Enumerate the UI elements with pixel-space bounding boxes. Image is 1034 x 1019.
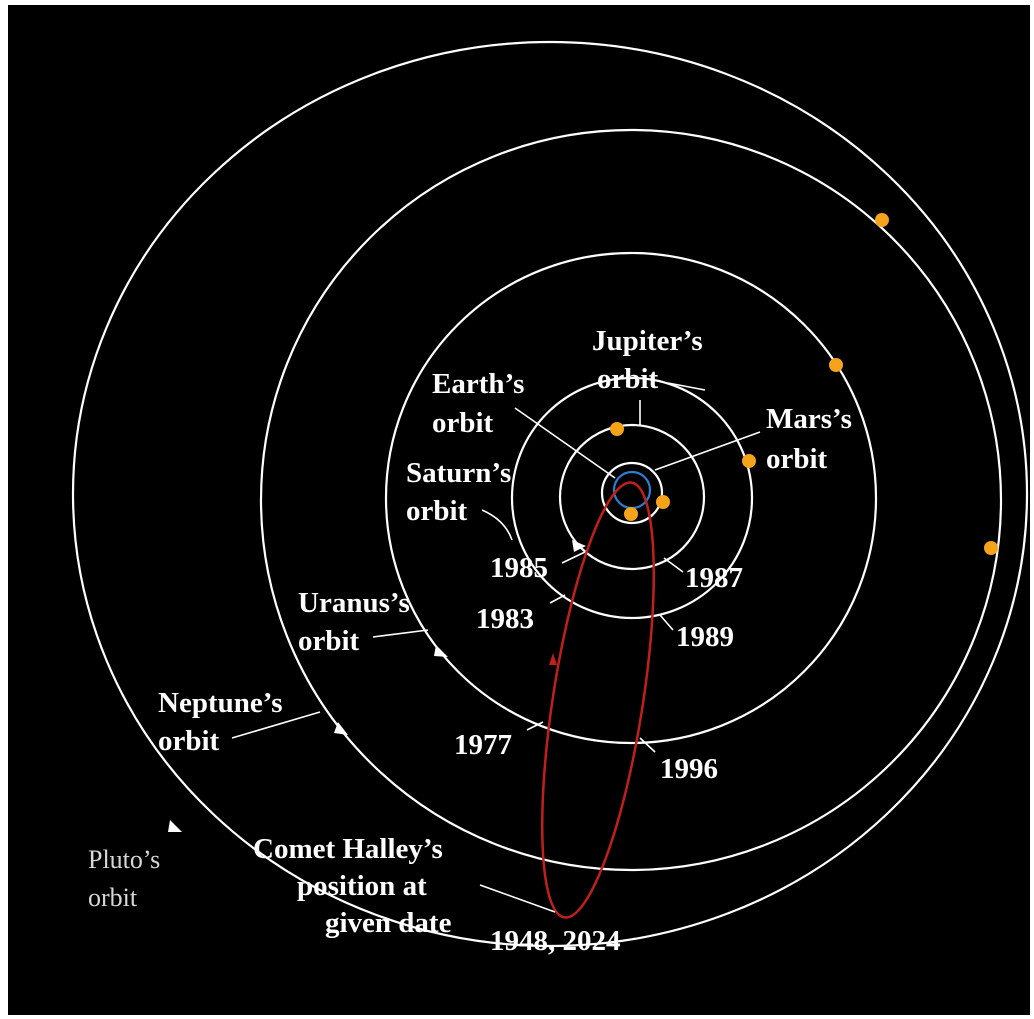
label: orbit — [88, 883, 138, 912]
label: Earth’s — [432, 368, 524, 400]
label: position at — [297, 870, 427, 902]
uranus-orbit — [384, 251, 878, 745]
comet-orbit — [540, 481, 656, 919]
label: Neptune’s — [158, 687, 283, 719]
date: 1948, 2024 — [490, 925, 621, 957]
labels: Jupiter’s orbit Earth’s orbit Mars’s orb… — [88, 325, 852, 957]
date: 1987 — [685, 562, 743, 594]
jupiter-orbit — [558, 423, 706, 571]
comet-arrow — [549, 653, 557, 665]
date: 1983 — [476, 603, 534, 635]
label: Saturn’s — [406, 457, 511, 489]
arrows — [168, 540, 586, 832]
label: Jupiter’s — [592, 325, 703, 357]
saturn-orbit — [510, 376, 754, 620]
label: given date — [325, 907, 452, 939]
background — [8, 5, 1030, 1015]
label: Uranus’s — [298, 587, 410, 619]
label: orbit — [432, 407, 494, 439]
label: Mars’s — [766, 403, 852, 435]
label: orbit — [597, 363, 659, 395]
mars-orbit — [600, 461, 664, 525]
label: orbit — [158, 725, 220, 757]
date: 1985 — [490, 552, 548, 584]
label: Comet Halley’s — [253, 833, 443, 865]
leader-lines — [231, 382, 761, 913]
date: 1977 — [454, 729, 512, 761]
label: orbit — [406, 495, 468, 527]
neptune-orbit — [259, 128, 1003, 872]
pluto-orbit — [71, 40, 1029, 948]
orbits — [71, 40, 1029, 948]
label: orbit — [298, 625, 360, 657]
date: 1989 — [676, 621, 734, 653]
date: 1996 — [660, 753, 718, 785]
planets — [610, 213, 998, 555]
label: orbit — [766, 443, 828, 475]
label: Pluto’s — [88, 845, 160, 874]
